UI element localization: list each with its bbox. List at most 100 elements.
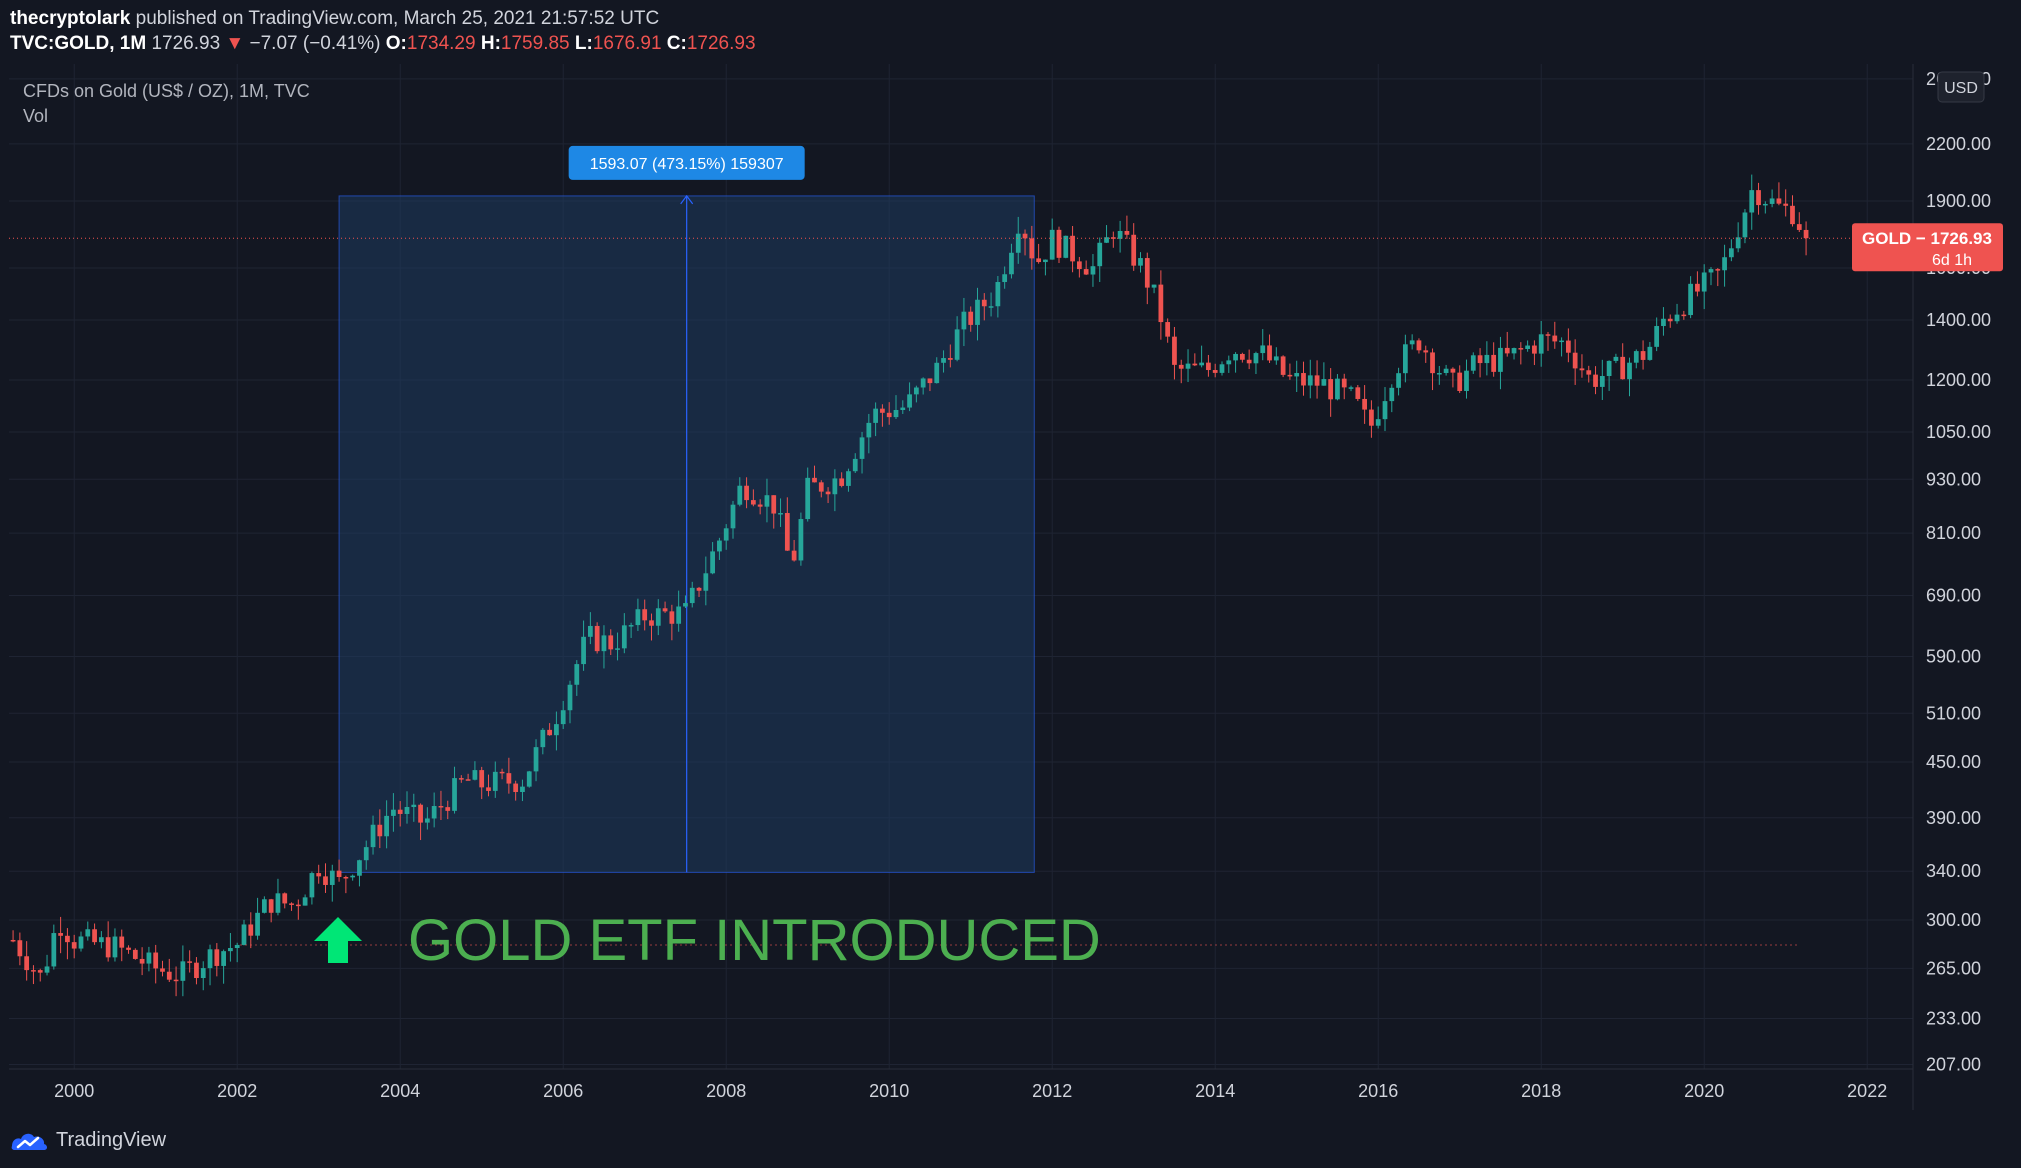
etf-annotation[interactable]: GOLD ETF INTRODUCED	[314, 908, 1101, 973]
candle-body	[1477, 355, 1483, 364]
candle-body	[1389, 387, 1395, 402]
candle-body	[207, 949, 213, 969]
tradingview-brand[interactable]: TradingView	[10, 1128, 166, 1152]
measure-label-box	[568, 145, 805, 180]
candle-body	[1097, 242, 1103, 267]
candle-body	[1545, 334, 1551, 336]
candle-body	[180, 961, 186, 981]
candle-body	[1083, 269, 1089, 275]
candle-body	[587, 625, 593, 637]
candle-body	[1355, 387, 1361, 399]
candle-body	[1538, 334, 1544, 354]
candle-body	[1504, 347, 1510, 354]
candle-body	[194, 962, 199, 979]
candle-body	[1640, 351, 1646, 360]
price-axis[interactable]: 2600.002200.001900.001600.001400.001200.…	[1926, 69, 1991, 1075]
candle-body	[1661, 318, 1666, 327]
down-arrow-icon: ▼	[225, 33, 245, 54]
candle-body	[581, 636, 586, 665]
candle-body	[1090, 266, 1096, 275]
candle-body	[812, 477, 817, 483]
candle-body	[452, 778, 457, 811]
publisher-name[interactable]: thecryptolark	[10, 8, 131, 29]
candle-body	[173, 979, 179, 982]
candle-body	[927, 378, 933, 384]
open-value: 1734.29	[406, 33, 476, 54]
candle-body	[1301, 373, 1306, 386]
x-tick-label: 2022	[1847, 1081, 1887, 1101]
candle-body	[1464, 370, 1469, 392]
candle-body	[31, 970, 36, 972]
currency-button[interactable]: USD	[1937, 71, 1985, 103]
candle-body	[255, 912, 260, 936]
candle-body	[248, 924, 254, 936]
candle-body	[1036, 258, 1041, 263]
candle-body	[873, 408, 878, 423]
candle-body	[1484, 354, 1490, 364]
y-tick-label: 390.00	[1926, 808, 1981, 828]
candle-body	[221, 951, 226, 966]
legend-volume[interactable]: Vol	[23, 106, 48, 126]
candle-body	[717, 540, 722, 552]
candle-body	[907, 394, 912, 408]
candle-body	[438, 806, 444, 808]
candle-body	[289, 903, 294, 905]
currency-label: USD	[1944, 80, 1978, 97]
candle-body	[1776, 198, 1782, 204]
y-tick-label: 450.00	[1926, 752, 1981, 772]
candle-body	[1104, 237, 1109, 243]
candle-body	[1294, 373, 1300, 377]
candle-body	[649, 620, 654, 626]
candle-body	[1144, 258, 1150, 288]
candle-body	[1599, 376, 1605, 387]
y-tick-label: 1900.00	[1926, 191, 1991, 211]
last-price: 1726.93	[151, 33, 221, 54]
candle-body	[350, 875, 356, 878]
candle-body	[520, 786, 525, 793]
time-axis[interactable]: 2000 2002 2004 2006 2008 2010 2012 2014 2016 2018…	[54, 1081, 1887, 1101]
candle-body	[1233, 353, 1238, 361]
candle-body	[574, 664, 580, 685]
candle-body	[1613, 356, 1619, 361]
candle-body	[506, 773, 512, 784]
x-tick-label: 2006	[543, 1081, 583, 1101]
y-tick-label: 265.00	[1926, 958, 1981, 978]
candle-body	[112, 936, 118, 958]
candle-body	[1749, 190, 1755, 213]
candle-body	[1498, 347, 1503, 372]
candle-body	[533, 747, 539, 772]
candle-body	[635, 609, 641, 626]
candle-body	[1328, 379, 1334, 400]
candle-body	[703, 573, 709, 591]
measure-tool[interactable]: 1593.07 (473.15%) 159307	[338, 145, 1035, 873]
x-tick-label: 2008	[706, 1081, 746, 1101]
candle-body	[1158, 284, 1164, 323]
candle-body	[1593, 374, 1598, 387]
brand-text: TradingView	[56, 1128, 167, 1151]
candle-body	[764, 495, 770, 507]
candle-body	[1735, 237, 1741, 249]
candle-body	[1654, 326, 1660, 347]
candle-body	[655, 608, 661, 626]
candle-body	[479, 770, 485, 788]
candle-body	[492, 771, 498, 791]
candle-body	[1151, 284, 1157, 288]
candle-body	[1728, 248, 1734, 258]
high-label: H:	[480, 33, 501, 54]
candle-body	[1070, 235, 1075, 262]
candle-body	[472, 770, 478, 780]
price-chart[interactable]: 1593.07 (473.15%) 159307 GOLD ETF INTROD…	[0, 0, 2021, 1112]
candle-body	[1525, 345, 1530, 350]
legend-title[interactable]: CFDs on Gold (US$ / OZ), 1M, TVC	[23, 81, 310, 101]
candle-body	[465, 779, 471, 781]
up-arrow-icon	[314, 917, 362, 963]
candle-body	[526, 771, 532, 787]
candle-body	[309, 873, 315, 898]
candle-body	[560, 710, 566, 725]
candle-body	[1009, 252, 1014, 275]
candle-body	[913, 387, 919, 395]
candle-body	[1647, 346, 1653, 360]
candle-body	[839, 478, 845, 486]
candle-body	[1667, 318, 1673, 322]
price-tag-text: GOLD − 1726.93	[1862, 229, 1992, 248]
